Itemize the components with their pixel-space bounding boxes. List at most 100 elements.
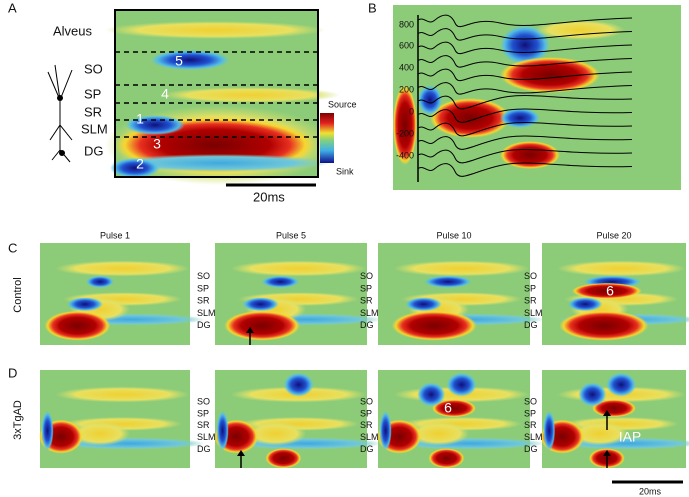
trace (417, 82, 633, 95)
heatmap-blob (446, 372, 477, 397)
label: SP (524, 283, 536, 293)
figure-layer: AAlveusSOSPSRSLMDG12345SourceSink20msB80… (8, 0, 689, 496)
label: 3 (153, 136, 161, 152)
frame (114, 9, 319, 178)
arrow-head (246, 327, 254, 333)
label: SR (360, 420, 373, 430)
label: Pulse 10 (436, 230, 471, 240)
heatmap-blob (606, 372, 637, 397)
heatmap-blob (125, 115, 185, 135)
trace (417, 14, 633, 28)
label: 5 (175, 53, 183, 69)
heatmap-blob (578, 382, 607, 407)
label: 400 (399, 62, 414, 72)
label: DG (84, 143, 104, 158)
arrow-head (603, 410, 611, 416)
heatmap-blob (230, 260, 367, 277)
heatmap-blob (535, 20, 625, 40)
label: SLM (197, 432, 216, 442)
trace (417, 108, 633, 123)
label: SR (197, 296, 210, 306)
label: SLM (197, 308, 216, 318)
heatmap-blob (224, 310, 301, 341)
trace (417, 148, 633, 164)
arrow-head (603, 450, 611, 456)
label: SP (360, 283, 372, 293)
heatmap-blob (405, 297, 442, 312)
heatmap-blob (417, 382, 446, 407)
heatmap-blob (571, 282, 642, 299)
label: 20ms (639, 486, 662, 496)
heatmap-blob (160, 87, 340, 103)
label: SO (197, 397, 210, 407)
heatmap-blob (55, 260, 190, 277)
label: -400 (396, 150, 414, 160)
label: SR (524, 420, 537, 430)
heatmap-blob (556, 260, 686, 277)
label: IAP (619, 429, 642, 445)
label: Alveus (53, 23, 93, 38)
heatmap-blob (432, 399, 476, 418)
trace (417, 41, 633, 55)
label: SO (524, 397, 537, 407)
trace (417, 135, 633, 150)
heatmap-blob (570, 421, 629, 446)
heatmap-blob (55, 386, 190, 403)
neuron (47, 64, 73, 163)
label: Sink (336, 166, 354, 176)
heatmap-blob (430, 98, 510, 138)
label: -200 (396, 128, 414, 138)
heatmap-blob (500, 141, 560, 169)
label: SP (84, 86, 101, 101)
heatmap-blob (393, 260, 530, 277)
label: SO (360, 271, 373, 281)
label: SR (524, 296, 537, 306)
label: D (8, 365, 17, 380)
label: 4 (161, 86, 169, 102)
label: SR (84, 104, 102, 119)
label: DG (360, 320, 374, 330)
label: Pulse 1 (100, 230, 130, 240)
trace (417, 162, 633, 177)
row-label: Control (12, 277, 24, 312)
trace (417, 121, 633, 137)
label: SP (197, 408, 209, 418)
heatmap-blob (110, 158, 160, 178)
label: DG (197, 444, 211, 454)
label: 20ms (253, 189, 285, 204)
heatmap-blob (105, 21, 325, 39)
heatmap-blob (379, 410, 392, 451)
label: DG (524, 320, 538, 330)
label: SLM (360, 432, 379, 442)
row-label: 3xTgAD (12, 400, 24, 440)
heatmap-blob (150, 50, 230, 70)
heatmap-blob (242, 297, 279, 312)
heatmap-blob (265, 448, 302, 469)
label: 6 (444, 400, 452, 416)
heatmap-blob (283, 372, 314, 397)
label: B (368, 0, 377, 15)
label: SO (197, 271, 210, 281)
heatmap-blob (216, 410, 229, 451)
heatmap-blob (543, 410, 556, 451)
label: SLM (360, 308, 379, 318)
heatmap-blob (567, 297, 603, 312)
heatmap-blob (86, 275, 114, 288)
colorbar (320, 113, 334, 163)
label: 0 (409, 106, 414, 116)
label: Pulse 20 (596, 230, 631, 240)
heatmap-blob (500, 25, 550, 65)
heatmap-blob (67, 297, 103, 312)
label: SP (524, 408, 536, 418)
label: SP (197, 283, 209, 293)
label: Pulse 5 (276, 230, 306, 240)
trace (417, 68, 633, 82)
label: SLM (524, 308, 543, 318)
heatmap-blob (428, 448, 465, 469)
label: C (8, 240, 17, 255)
heatmap-blob (245, 421, 307, 446)
heatmap-blob (408, 421, 470, 446)
label: Source (328, 99, 357, 109)
label: 6 (606, 283, 614, 299)
